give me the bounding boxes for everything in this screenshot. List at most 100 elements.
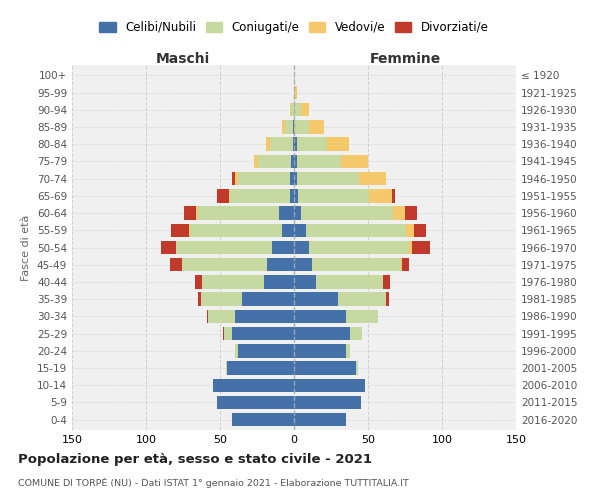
Bar bbox=[235, 172, 238, 186]
Bar bbox=[259, 154, 291, 168]
Y-axis label: Fasce di età: Fasce di età bbox=[22, 214, 31, 280]
Bar bbox=[294, 172, 297, 186]
Bar bbox=[359, 172, 386, 186]
Bar bbox=[232, 172, 235, 186]
Bar bbox=[282, 120, 285, 134]
Text: Femmine: Femmine bbox=[370, 52, 440, 66]
Bar bbox=[401, 258, 402, 272]
Bar bbox=[265, 275, 294, 288]
Bar bbox=[294, 344, 346, 358]
Bar bbox=[326, 138, 349, 151]
Bar bbox=[294, 120, 309, 134]
Bar bbox=[242, 292, 294, 306]
Bar bbox=[294, 189, 298, 202]
Bar bbox=[182, 258, 268, 272]
Bar bbox=[294, 224, 306, 237]
Bar bbox=[294, 103, 301, 117]
Bar bbox=[224, 327, 232, 340]
Bar bbox=[309, 120, 323, 134]
Bar bbox=[161, 241, 176, 254]
Bar bbox=[346, 310, 379, 323]
Bar bbox=[170, 258, 182, 272]
Bar bbox=[341, 154, 368, 168]
Bar bbox=[291, 103, 294, 117]
Bar bbox=[294, 138, 297, 151]
Bar bbox=[268, 258, 294, 272]
Bar bbox=[279, 206, 294, 220]
Bar bbox=[229, 189, 230, 202]
Bar bbox=[235, 310, 294, 323]
Bar bbox=[412, 241, 430, 254]
Bar bbox=[171, 224, 189, 237]
Bar bbox=[393, 206, 405, 220]
Bar bbox=[294, 396, 361, 409]
Bar bbox=[223, 327, 224, 340]
Bar bbox=[293, 120, 294, 134]
Bar bbox=[189, 224, 190, 237]
Text: Popolazione per età, sesso e stato civile - 2021: Popolazione per età, sesso e stato civil… bbox=[18, 452, 372, 466]
Bar bbox=[312, 258, 401, 272]
Bar bbox=[238, 344, 294, 358]
Bar bbox=[294, 378, 365, 392]
Bar bbox=[266, 138, 271, 151]
Bar bbox=[383, 275, 390, 288]
Bar bbox=[294, 292, 338, 306]
Bar bbox=[356, 362, 358, 374]
Bar bbox=[254, 154, 259, 168]
Bar bbox=[338, 292, 386, 306]
Bar bbox=[309, 241, 409, 254]
Bar bbox=[206, 310, 208, 323]
Bar bbox=[190, 224, 282, 237]
Bar bbox=[208, 310, 235, 323]
Bar bbox=[294, 241, 309, 254]
Bar bbox=[297, 172, 359, 186]
Bar bbox=[346, 344, 350, 358]
Bar bbox=[196, 206, 198, 220]
Bar bbox=[290, 172, 294, 186]
Bar bbox=[406, 224, 414, 237]
Bar bbox=[176, 241, 272, 254]
Bar bbox=[392, 189, 395, 202]
Bar bbox=[301, 206, 393, 220]
Bar bbox=[316, 275, 383, 288]
Bar bbox=[301, 103, 309, 117]
Bar bbox=[184, 206, 196, 220]
Bar bbox=[294, 258, 312, 272]
Bar bbox=[235, 344, 238, 358]
Bar bbox=[298, 189, 370, 202]
Bar bbox=[386, 292, 389, 306]
Legend: Celibi/Nubili, Coniugati/e, Vedovi/e, Divorziati/e: Celibi/Nubili, Coniugati/e, Vedovi/e, Di… bbox=[94, 16, 494, 38]
Bar bbox=[409, 241, 412, 254]
Bar bbox=[285, 120, 293, 134]
Bar bbox=[212, 378, 294, 392]
Bar bbox=[202, 275, 265, 288]
Bar bbox=[282, 224, 294, 237]
Bar bbox=[201, 292, 242, 306]
Bar bbox=[198, 292, 201, 306]
Bar bbox=[294, 362, 356, 374]
Bar bbox=[350, 327, 362, 340]
Bar bbox=[294, 310, 346, 323]
Bar bbox=[271, 138, 293, 151]
Bar bbox=[405, 206, 417, 220]
Text: Maschi: Maschi bbox=[156, 52, 210, 66]
Text: COMUNE DI TORPÈ (NU) - Dati ISTAT 1° gennaio 2021 - Elaborazione TUTTITALIA.IT: COMUNE DI TORPÈ (NU) - Dati ISTAT 1° gen… bbox=[18, 478, 409, 488]
Bar bbox=[294, 413, 346, 426]
Bar bbox=[293, 138, 294, 151]
Bar bbox=[294, 327, 350, 340]
Bar bbox=[402, 258, 409, 272]
Bar bbox=[198, 206, 279, 220]
Bar bbox=[290, 189, 294, 202]
Bar bbox=[226, 362, 227, 374]
Bar bbox=[195, 275, 202, 288]
Bar bbox=[370, 189, 392, 202]
Bar bbox=[291, 154, 294, 168]
Bar bbox=[306, 224, 406, 237]
Bar bbox=[295, 86, 297, 100]
Bar bbox=[232, 327, 294, 340]
Bar bbox=[272, 241, 294, 254]
Bar bbox=[297, 154, 341, 168]
Bar bbox=[217, 189, 229, 202]
Bar bbox=[238, 172, 290, 186]
Bar bbox=[414, 224, 426, 237]
